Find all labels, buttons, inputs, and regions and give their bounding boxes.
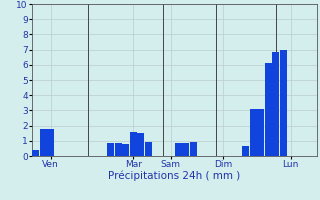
Bar (47, 129, 54, 156)
Bar (272, 52, 279, 156)
Bar (242, 146, 249, 156)
Bar (137, 133, 144, 156)
Bar (265, 63, 272, 156)
Bar (182, 143, 189, 156)
Bar (115, 143, 122, 156)
Bar (250, 109, 257, 156)
Bar (257, 109, 264, 156)
Bar (190, 142, 196, 156)
Bar (280, 50, 286, 156)
X-axis label: Précipitations 24h ( mm ): Précipitations 24h ( mm ) (108, 171, 241, 181)
Bar (130, 132, 137, 156)
Bar (40, 129, 47, 156)
Bar (107, 143, 114, 156)
Bar (32, 150, 39, 156)
Bar (122, 144, 129, 156)
Bar (145, 142, 152, 156)
Bar (175, 143, 181, 156)
